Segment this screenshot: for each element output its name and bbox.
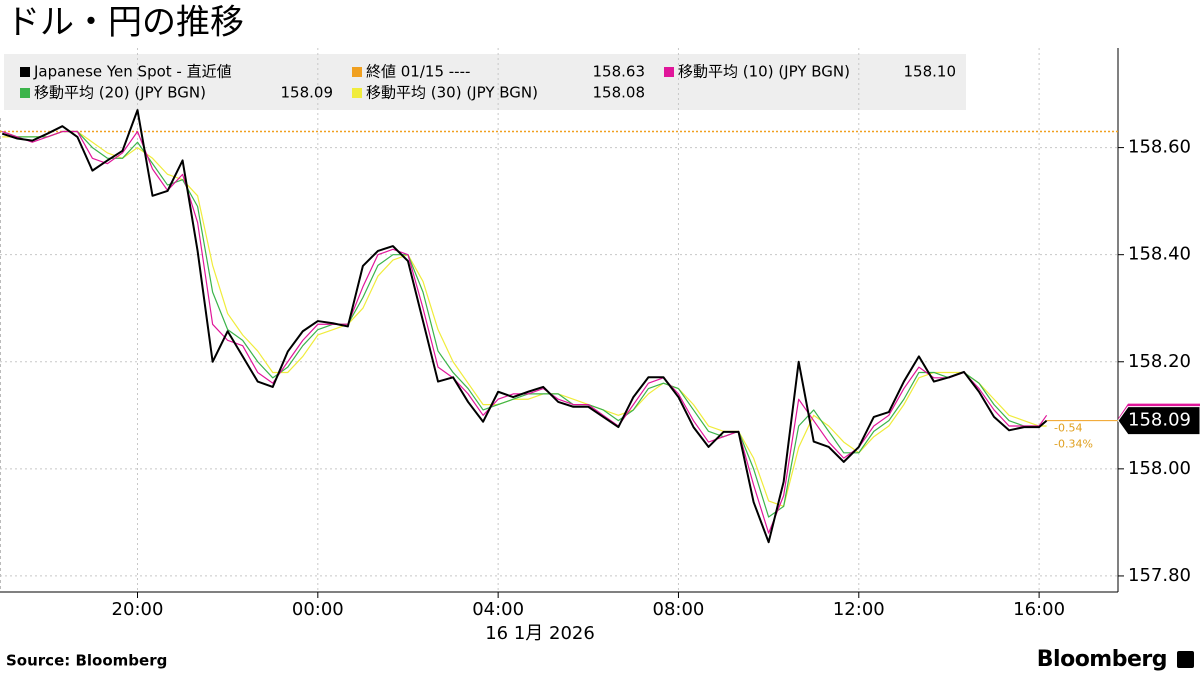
legend-label: 移動平均 (30) (JPY BGN): [366, 84, 538, 102]
legend-label: 移動平均 (20) (JPY BGN): [34, 84, 206, 102]
legend-value: 158.09: [281, 84, 334, 102]
y-tick-label: 157.80: [1128, 565, 1191, 586]
x-tick-label: 12:00: [833, 599, 885, 620]
x-axis-label: 16 1月 2026: [485, 623, 595, 644]
legend-value: 158.08: [593, 84, 646, 102]
legend-box: [4, 54, 966, 110]
last-value-label: 158.09: [1128, 410, 1191, 431]
series-line: [2, 130, 1048, 534]
brand-icon: [1177, 651, 1194, 668]
legend-swatch: [20, 67, 30, 77]
series-line: [2, 130, 1047, 507]
change-pct-label: -0.34%: [1054, 438, 1093, 451]
chart-title: ドル・円の推移: [6, 3, 244, 43]
legend-value: 158.10: [904, 63, 957, 81]
x-tick-label: 04:00: [472, 599, 524, 620]
x-tick-label: 16:00: [1013, 599, 1065, 620]
x-tick-label: 20:00: [112, 599, 164, 620]
x-tick-label: 00:00: [292, 599, 344, 620]
y-tick-label: 158.00: [1128, 458, 1191, 479]
y-tick-label: 158.40: [1128, 244, 1191, 265]
series-line: [1, 109, 1048, 544]
legend-swatch: [20, 88, 30, 98]
legend-label: 移動平均 (10) (JPY BGN): [678, 63, 850, 81]
source: Source: Bloomberg: [6, 652, 167, 670]
y-tick-label: 158.20: [1128, 351, 1191, 372]
brand: Bloomberg: [1037, 647, 1167, 672]
legend-swatch: [352, 88, 362, 98]
legend-swatch: [664, 67, 674, 77]
y-tick-label: 158.60: [1128, 137, 1191, 158]
x-tick-label: 08:00: [653, 599, 705, 620]
last-value-tag: [1117, 406, 1200, 436]
legend-label: Japanese Yen Spot - 直近値: [33, 63, 232, 81]
legend-swatch: [352, 67, 362, 77]
series-line: [2, 130, 1047, 518]
change-label: -0.54: [1054, 422, 1082, 435]
legend-label: 終値 01/15 ----: [366, 63, 470, 81]
legend-value: 158.63: [593, 63, 646, 81]
